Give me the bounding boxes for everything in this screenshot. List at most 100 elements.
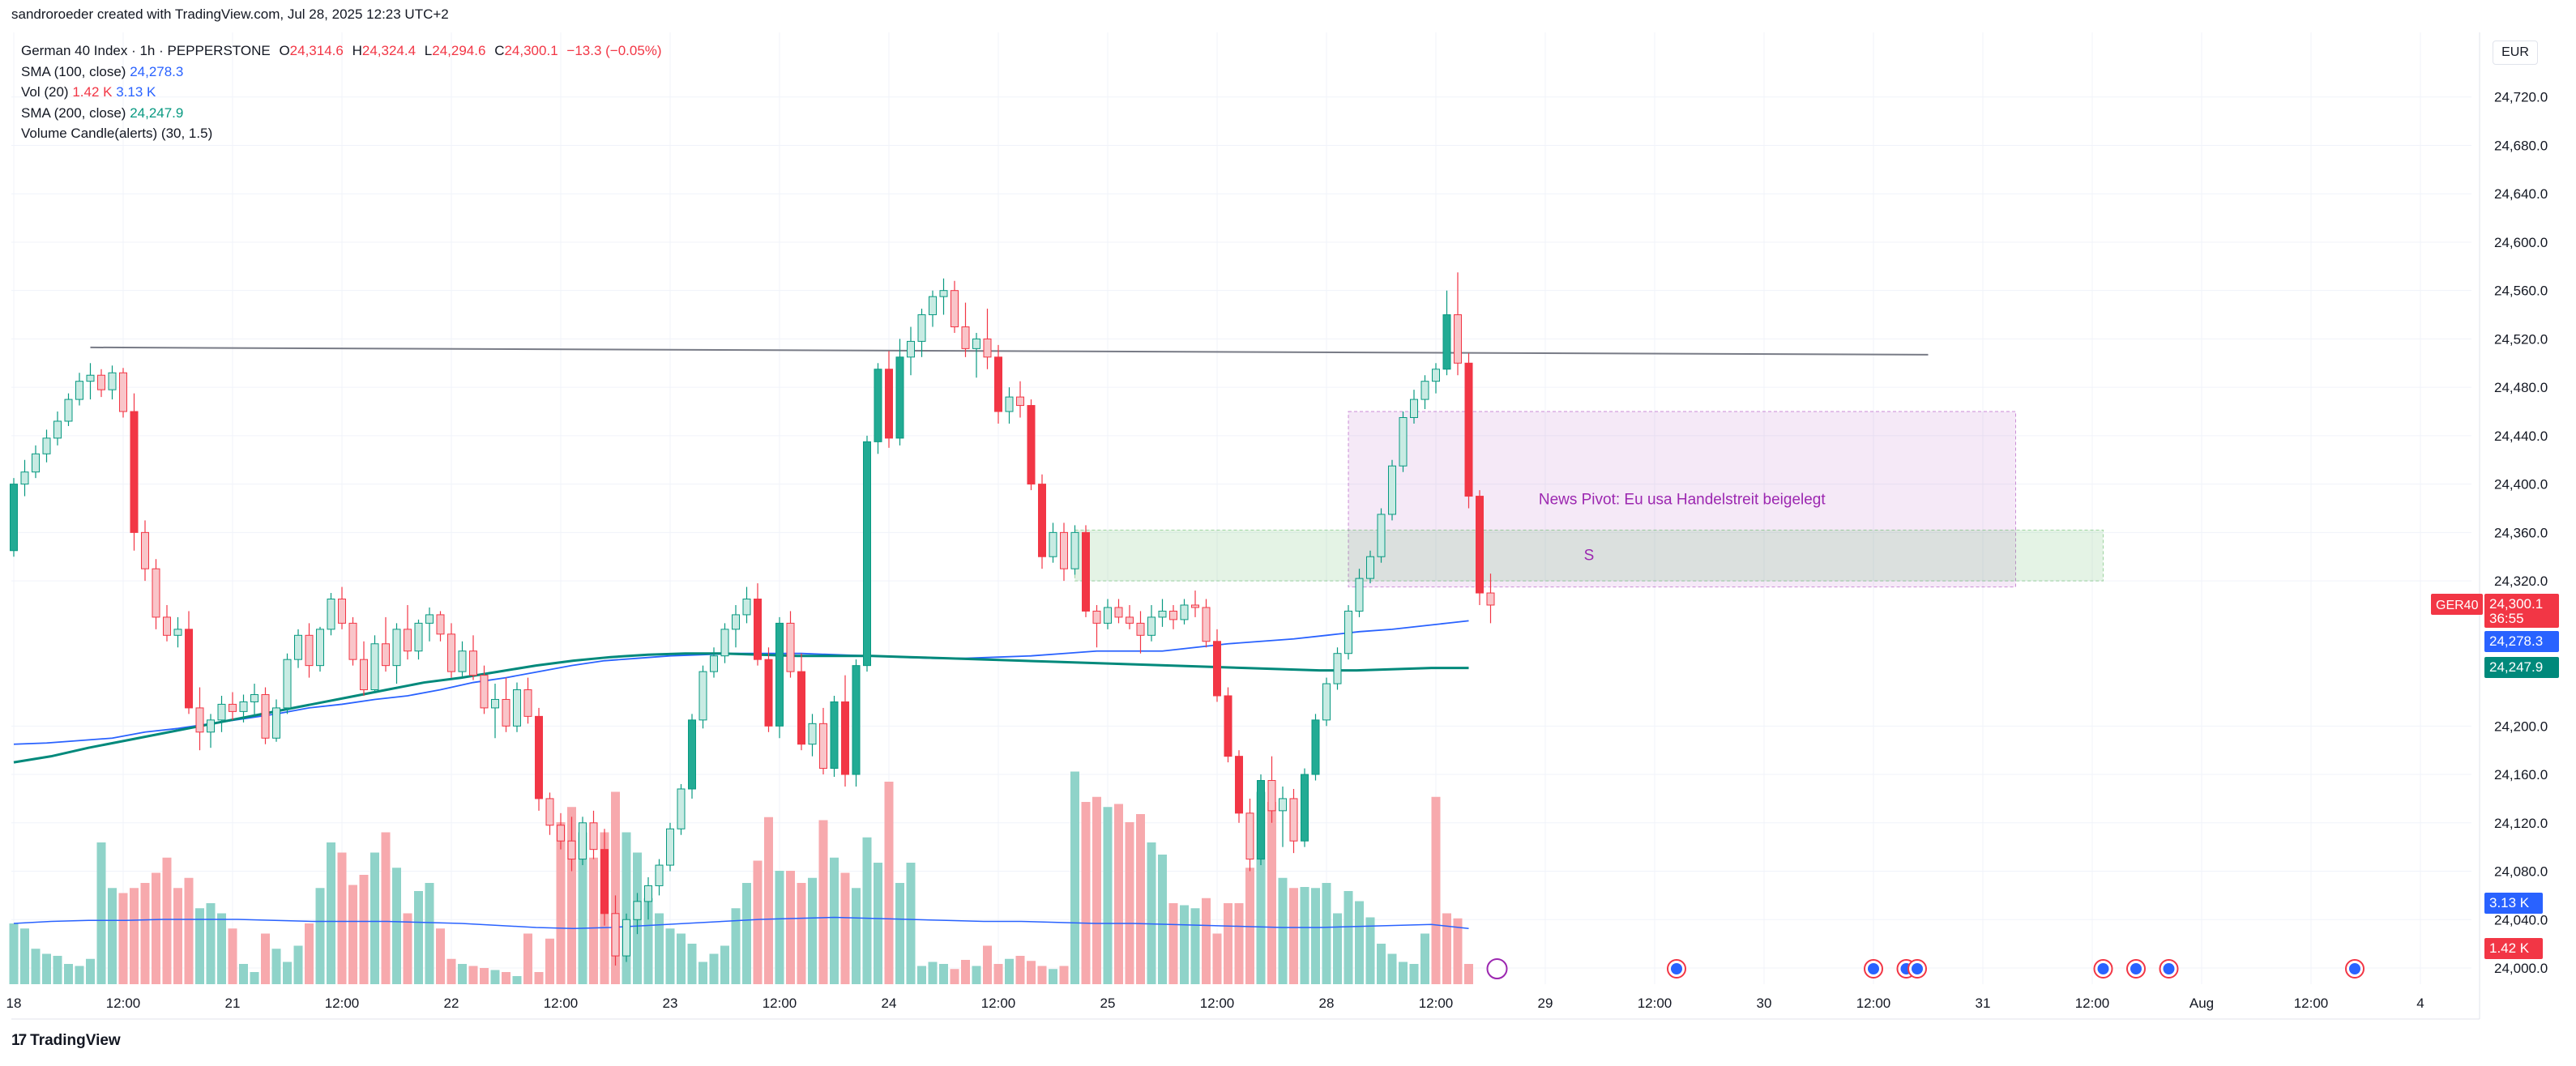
x-tick-label: 24 <box>882 996 897 1011</box>
candle-body <box>732 614 740 630</box>
volume-bar <box>993 964 1003 984</box>
legend-sma100-value: 24,278.3 <box>130 63 184 79</box>
candle-body <box>666 828 674 866</box>
x-tick-label: 12:00 <box>763 996 797 1011</box>
volume-bar <box>775 871 784 984</box>
candle-body <box>841 701 849 775</box>
candle-body <box>1092 610 1101 624</box>
candle-body <box>1147 616 1156 636</box>
volume-bar <box>1355 901 1364 984</box>
volume-bar <box>20 928 29 984</box>
tradingview-brand: TradingView <box>30 1032 121 1049</box>
event-marker-flag-icon <box>2130 963 2142 974</box>
volume-bar <box>283 962 292 984</box>
volume-bar <box>709 953 719 984</box>
candle-body <box>1016 396 1024 407</box>
x-tick-label: 30 <box>1757 996 1772 1011</box>
volume-bar <box>436 928 445 984</box>
legend-vol-value: 1.42 K <box>72 84 113 100</box>
candle-body <box>1005 396 1014 412</box>
x-tick-label: 12:00 <box>981 996 1016 1011</box>
legend-symbol-row[interactable]: German 40 Index · 1h · PEPPERSTONE O24,3… <box>21 41 662 62</box>
candle-body <box>1180 604 1189 620</box>
volume-bar <box>1190 908 1200 984</box>
volume-bar <box>1202 898 1211 984</box>
volume-bar <box>1409 964 1419 984</box>
volume-bar <box>742 883 751 984</box>
volume-bar <box>939 964 948 984</box>
volume-bar <box>250 972 259 984</box>
tradingview-footer[interactable]: 17 TradingView <box>11 1032 121 1050</box>
legend-open-label: O <box>279 43 290 58</box>
candle-body <box>382 643 390 667</box>
volume-bar <box>261 933 270 984</box>
candle-body <box>929 296 937 316</box>
volume-bar <box>64 964 73 984</box>
candle-body <box>1322 683 1331 721</box>
volume-bar <box>359 875 369 984</box>
volume-bar <box>895 883 904 984</box>
legend-indicator-row[interactable]: Volume Candle(alerts) (30, 1.5) <box>21 123 662 144</box>
legend-sma200-row[interactable]: SMA (200, close) 24,247.9 <box>21 103 662 124</box>
candle-body <box>633 901 642 920</box>
volume-bar <box>1431 796 1441 984</box>
candle-body <box>545 798 554 826</box>
volume-bar <box>271 949 281 984</box>
legend-sma200-label: SMA (200, close) <box>21 104 126 121</box>
volume-bar <box>1037 966 1047 984</box>
volume-bar <box>665 928 675 984</box>
candle-body <box>185 629 193 709</box>
volume-bar <box>9 923 19 984</box>
candle-body <box>1104 607 1112 624</box>
volume-bar <box>86 958 95 984</box>
candle-body <box>1257 780 1265 860</box>
candle-body <box>294 634 302 660</box>
candle-body <box>535 715 543 800</box>
zones: News Pivot: Eu usa Handelstreit beigeleg… <box>1074 411 2104 588</box>
candle-body <box>338 599 346 624</box>
x-tick-label: 21 <box>225 996 241 1011</box>
legend-high: 24,324.4 <box>361 43 417 58</box>
candle-body <box>1486 592 1495 606</box>
legend-open: 24,314.6 <box>289 43 344 58</box>
legend-vol-row[interactable]: Vol (20) 1.42 K 3.13 K <box>21 82 662 103</box>
volume-bar <box>1147 842 1156 984</box>
volume-bar <box>1212 933 1222 984</box>
volume-bar <box>1027 961 1036 984</box>
volume-bar <box>1333 913 1342 984</box>
candle-body <box>1126 616 1134 624</box>
candle-body <box>742 599 751 616</box>
volume-bar <box>534 972 544 984</box>
volume-bar <box>217 913 226 984</box>
y-tick-label: 24,360.0 <box>2494 525 2548 540</box>
legend-symbol: German 40 Index · 1h · PEPPERSTONE <box>21 43 271 58</box>
price-axis: 24,720.0 24,680.0 24,640.0 24,600.0 24,560.0… <box>2479 32 2548 1019</box>
volume-bar <box>425 883 434 984</box>
legend-close: 24,300.1 <box>504 43 558 58</box>
volume-bar <box>96 842 106 984</box>
x-tick-label: 29 <box>1538 996 1553 1011</box>
volume-bar <box>928 962 938 984</box>
candle-body <box>75 381 83 400</box>
event-marker-flag-icon <box>1671 963 1682 974</box>
candle-body <box>42 437 51 454</box>
volume-bar <box>698 962 707 984</box>
price-labels: GER40 24,300.136:55 24,278.3 24,247.9 3.13 K… <box>2431 594 2559 959</box>
y-tick-label: 24,680.0 <box>2494 138 2548 153</box>
legend-sma200-value: 24,247.9 <box>130 104 184 121</box>
volume-bar <box>403 913 412 984</box>
volume-sma-label-text: 3.13 K <box>2489 895 2530 910</box>
volume-bar <box>972 966 981 984</box>
candle-body <box>305 634 314 667</box>
legend-indicator-label: Volume Candle(alerts) (30, 1.5) <box>21 126 213 141</box>
y-tick-label: 24,560.0 <box>2494 284 2548 299</box>
legend-sma100-row[interactable]: SMA (100, close) 24,278.3 <box>21 62 662 83</box>
volume-bar <box>337 852 347 984</box>
volume-bar <box>611 791 620 984</box>
currency-selector[interactable]: EUR <box>2493 41 2538 65</box>
volume-bar <box>1070 771 1079 984</box>
candle-body <box>1301 774 1309 842</box>
candle-body <box>1224 695 1232 757</box>
